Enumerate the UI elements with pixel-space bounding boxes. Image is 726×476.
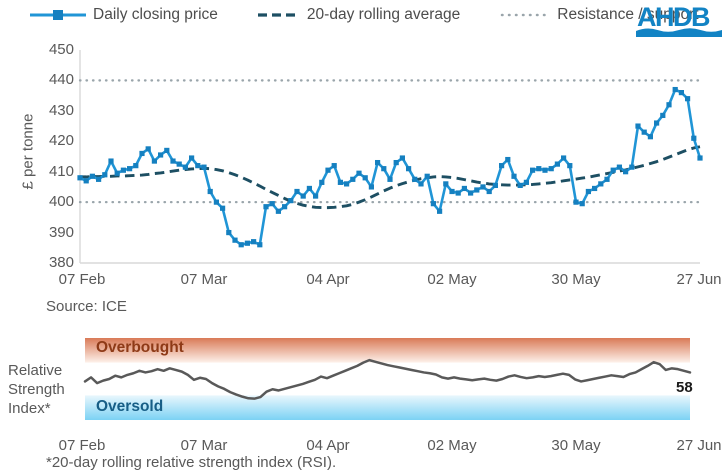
legend-item-guide: Resistance / support	[500, 6, 699, 24]
price-chart-plot	[77, 50, 703, 264]
y-tick: 450	[48, 41, 74, 58]
ahdb-logo: AHDB	[636, 2, 722, 37]
y-tick: 430	[48, 102, 74, 119]
x-tick: 04 Apr	[306, 271, 350, 288]
x-tick: 07 Mar	[180, 271, 228, 288]
rsi-last-value: 58	[676, 379, 693, 396]
y-tick: 410	[48, 163, 74, 180]
legend-average-label: 20-day rolling average	[306, 6, 461, 23]
chart-legend: Daily closing price 20-day rolling avera…	[30, 6, 699, 24]
guide-dot-swatch-icon	[501, 13, 551, 17]
daily-line-swatch-icon	[30, 10, 86, 20]
x-tick: 30 May	[551, 437, 601, 454]
x-tick: 02 May	[427, 271, 477, 288]
svg-text:AHDB: AHDB	[637, 2, 710, 32]
legend-item-average: 20-day rolling average	[257, 6, 461, 24]
x-tick: 02 May	[427, 437, 477, 454]
legend-daily-label: Daily closing price	[93, 6, 218, 23]
x-tick: 07 Feb	[58, 437, 106, 454]
x-tick: 30 May	[551, 271, 601, 288]
rsi-axis-title: Relative Strength Index*	[8, 362, 65, 417]
x-tick: 07 Feb	[58, 271, 106, 288]
y-tick: 380	[48, 254, 74, 271]
x-tick: 27 Jun	[676, 271, 722, 288]
x-tick: 27 Jun	[676, 437, 722, 454]
legend-guide-label: Resistance / support	[557, 6, 699, 23]
y-tick: 440	[48, 71, 74, 88]
overbought-band-label: Overbought	[96, 339, 184, 356]
y-tick: 420	[48, 132, 74, 149]
footnote: *20-day rolling relative strength index …	[46, 454, 337, 471]
legend-item-daily: Daily closing price	[30, 6, 218, 24]
y-tick: 400	[48, 193, 74, 210]
x-tick: 07 Mar	[180, 437, 228, 454]
rsi-plot	[83, 338, 692, 420]
y-tick: 390	[48, 224, 74, 241]
x-tick: 04 Apr	[306, 437, 350, 454]
average-dash-swatch-icon	[257, 13, 300, 17]
source-note: Source: ICE	[46, 298, 127, 315]
oversold-band-label: Oversold	[96, 398, 164, 415]
